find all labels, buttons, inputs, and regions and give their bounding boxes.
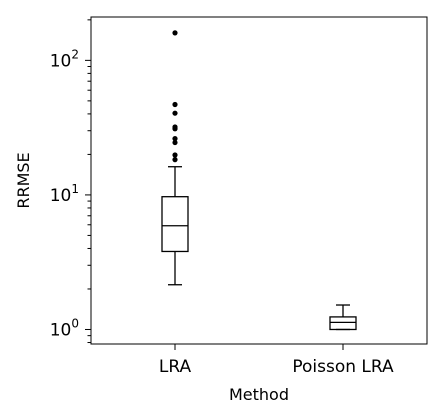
- outlier-point: [172, 101, 178, 108]
- y-tick-label: 102: [50, 47, 79, 71]
- y-tick-label: 101: [50, 182, 79, 206]
- outlier-point: [172, 124, 178, 130]
- outlier-point: [172, 152, 178, 158]
- box-iqr: [329, 316, 357, 331]
- plot-frame: [90, 16, 428, 345]
- outlier-point: [172, 157, 178, 163]
- box-group: [329, 304, 357, 331]
- x-tick-label: Poisson LRA: [292, 357, 394, 377]
- box-plot-series: [161, 30, 357, 331]
- y-axis-title: RRMSE: [14, 152, 33, 208]
- x-axis-ticks: LRA Poisson LRA: [159, 344, 394, 377]
- x-axis-title: Method: [229, 385, 289, 404]
- outlier-point: [172, 139, 178, 146]
- box-iqr: [161, 196, 189, 253]
- outlier-point: [172, 136, 178, 142]
- box-group: [161, 30, 189, 286]
- y-tick-label: 100: [50, 316, 79, 340]
- x-tick-label: LRA: [159, 357, 192, 377]
- outlier-point: [172, 30, 178, 36]
- y-axis-major-ticks: 100 101 102: [50, 47, 91, 340]
- outlier-point: [172, 110, 178, 116]
- y-axis-minor-ticks: [87, 19, 91, 344]
